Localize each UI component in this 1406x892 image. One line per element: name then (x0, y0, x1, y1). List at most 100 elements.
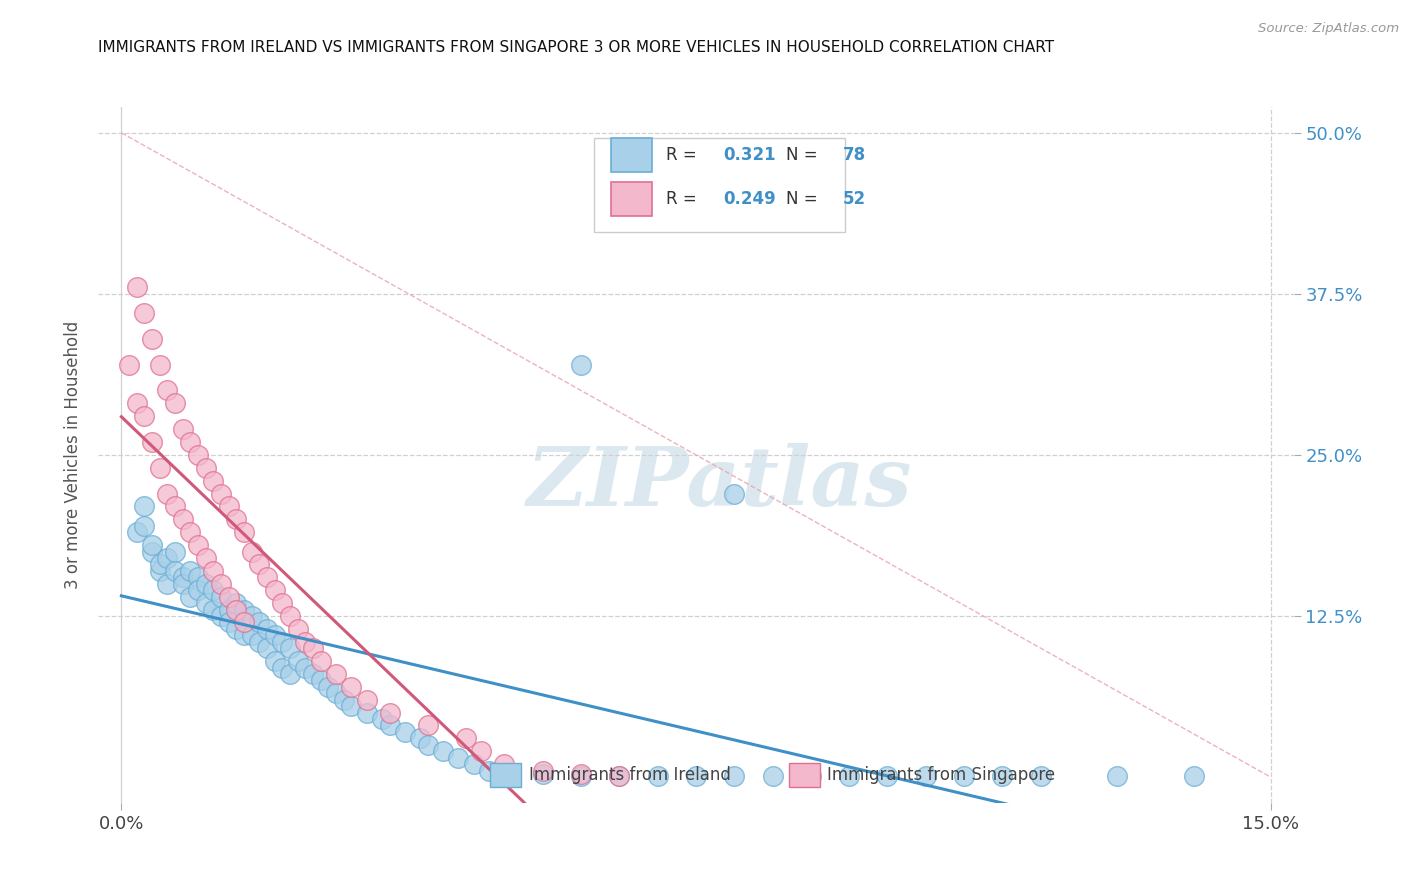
Point (914, 769, 936, 783)
Point (287, 654, 309, 668)
Point (256, 622, 278, 636)
Point (209, 486, 232, 500)
Point (179, 590, 201, 604)
Text: IMMIGRANTS FROM IRELAND VS IMMIGRANTS FROM SINGAPORE 3 OR MORE VEHICLES IN HOUSE: IMMIGRANTS FROM IRELAND VS IMMIGRANTS FR… (98, 40, 1054, 55)
Point (233, 602, 256, 616)
Point (609, 769, 631, 783)
Point (609, 769, 631, 783)
Point (240, 609, 263, 624)
Point (271, 634, 294, 648)
Point (194, 576, 217, 591)
FancyBboxPatch shape (612, 182, 652, 216)
Point (156, 576, 179, 591)
Point (225, 602, 247, 616)
Point (340, 699, 363, 714)
Point (194, 551, 217, 566)
Point (263, 654, 285, 668)
Point (416, 738, 439, 752)
Point (394, 725, 416, 739)
Point (202, 564, 225, 578)
Point (302, 641, 325, 656)
Text: Immigrants from Singapore: Immigrants from Singapore (827, 766, 1056, 784)
Point (172, 570, 194, 584)
Point (256, 641, 278, 656)
Point (163, 500, 186, 514)
Point (209, 609, 232, 624)
Y-axis label: 3 or more Vehicles in Household: 3 or more Vehicles in Household (65, 321, 83, 589)
Point (278, 609, 301, 624)
Point (991, 769, 1014, 783)
Point (233, 525, 256, 540)
Point (302, 667, 325, 681)
Text: Source: ZipAtlas.com: Source: ZipAtlas.com (1258, 22, 1399, 36)
Point (172, 422, 194, 436)
Text: 0.321: 0.321 (724, 146, 776, 164)
Point (309, 673, 332, 688)
Point (332, 692, 354, 706)
Point (209, 590, 232, 604)
FancyBboxPatch shape (595, 138, 845, 232)
Text: N =: N = (786, 146, 823, 164)
Point (294, 660, 316, 674)
Point (378, 706, 401, 720)
Point (202, 474, 225, 488)
Text: Immigrants from Ireland: Immigrants from Ireland (529, 766, 731, 784)
Point (141, 332, 163, 346)
Point (187, 583, 209, 598)
Point (723, 486, 745, 500)
Point (294, 634, 316, 648)
Point (134, 306, 156, 320)
Point (247, 615, 270, 630)
Point (531, 767, 554, 781)
Point (494, 766, 516, 780)
Text: 0.249: 0.249 (724, 190, 776, 208)
Point (194, 596, 217, 610)
Point (163, 544, 186, 558)
Point (134, 409, 156, 424)
Point (494, 757, 516, 772)
Point (1182, 769, 1205, 783)
Point (838, 769, 860, 783)
Point (685, 769, 707, 783)
Point (163, 564, 186, 578)
Point (156, 486, 179, 500)
Point (309, 654, 332, 668)
Point (316, 680, 339, 694)
Point (247, 558, 270, 572)
Point (1107, 769, 1129, 783)
Point (187, 570, 209, 584)
Text: 78: 78 (844, 146, 866, 164)
Text: ZIPatlas: ZIPatlas (527, 442, 912, 523)
Point (432, 744, 454, 758)
Point (531, 764, 554, 778)
Point (179, 435, 201, 450)
Point (325, 686, 347, 700)
Point (356, 692, 378, 706)
Text: 52: 52 (844, 190, 866, 208)
Point (149, 460, 172, 475)
FancyBboxPatch shape (789, 764, 820, 787)
Point (156, 384, 179, 398)
Point (409, 731, 432, 746)
Point (218, 602, 240, 616)
Point (876, 769, 898, 783)
Point (263, 583, 285, 598)
Point (416, 718, 439, 732)
Point (218, 500, 240, 514)
Point (278, 641, 301, 656)
Point (456, 731, 478, 746)
Point (271, 660, 294, 674)
Point (247, 634, 270, 648)
Point (225, 512, 247, 526)
Point (218, 590, 240, 604)
Point (463, 757, 485, 772)
FancyBboxPatch shape (612, 138, 652, 172)
Point (647, 769, 669, 783)
Point (125, 525, 148, 540)
Point (953, 769, 976, 783)
Point (340, 680, 363, 694)
Point (356, 706, 378, 720)
Point (278, 667, 301, 681)
Point (194, 460, 217, 475)
Point (149, 558, 172, 572)
